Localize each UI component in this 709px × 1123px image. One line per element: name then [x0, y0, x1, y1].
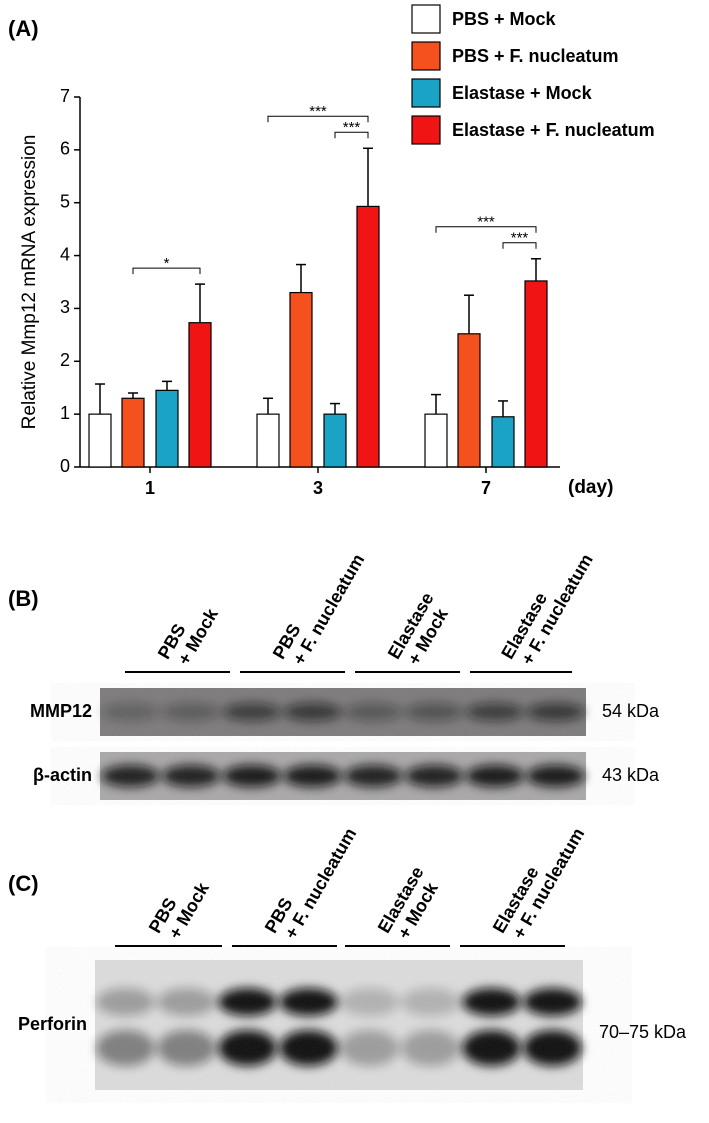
y-tick-label: 6: [60, 139, 70, 159]
legend-label: PBS + Mock: [452, 9, 557, 29]
y-tick-label: 5: [60, 191, 70, 211]
row-size: 70–75 kDa: [599, 1022, 687, 1042]
y-axis-title: Relative Mmp12 mRNA expression: [19, 135, 40, 430]
bar: [323, 413, 347, 468]
x-tick-label: 3: [313, 478, 323, 498]
significance-bracket: [435, 226, 537, 233]
significance-bracket: [334, 131, 369, 139]
significance-label: ***: [511, 230, 529, 247]
row-size: 54 kDa: [602, 701, 660, 721]
significance-bracket: [502, 242, 537, 249]
blot-noise: [100, 688, 586, 736]
bar: [188, 322, 212, 468]
row-label: MMP12: [30, 701, 92, 721]
legend-swatch: [411, 78, 441, 108]
bar: [256, 413, 280, 468]
significance-label: ***: [477, 214, 495, 231]
bar: [457, 333, 481, 468]
x-tick-label: 1: [145, 478, 155, 498]
blot-noise: [100, 752, 586, 800]
legend-swatch: [411, 115, 441, 145]
bar: [88, 413, 112, 468]
bar: [289, 291, 313, 468]
legend-label: PBS + F. nucleatum: [452, 46, 619, 66]
bar: [524, 280, 548, 468]
legend-swatch: [411, 41, 441, 71]
y-tick-label: 7: [60, 86, 70, 106]
panel-label: (B): [8, 586, 39, 611]
blot-noise: [95, 960, 583, 1090]
bar: [356, 205, 380, 468]
lane-label: + F. nucleatum: [281, 825, 361, 943]
significance-label: ***: [343, 119, 361, 136]
legend-swatch: [411, 4, 441, 34]
panel-label: (C): [8, 871, 39, 896]
y-tick-label: 3: [60, 297, 70, 317]
row-size: 43 kDa: [602, 765, 660, 785]
significance-label: ***: [309, 103, 327, 120]
y-tick-label: 4: [60, 244, 70, 264]
significance-bracket: [267, 115, 369, 123]
bar: [424, 413, 448, 468]
x-axis-unit: (day): [568, 477, 613, 498]
lane-label: + F. nucleatum: [289, 551, 369, 669]
significance-bracket: [132, 267, 201, 275]
bar: [121, 397, 145, 468]
row-label: Perforin: [18, 1014, 87, 1034]
row-label: β-actin: [33, 765, 92, 785]
legend-label: Elastase + F. nucleatum: [452, 120, 655, 140]
bar: [491, 416, 515, 468]
panel-label: (A): [8, 16, 39, 41]
legend-label: Elastase + Mock: [452, 83, 593, 103]
x-tick-label: 7: [481, 478, 491, 498]
bar: [155, 389, 179, 468]
y-tick-label: 1: [60, 403, 70, 423]
significance-label: *: [164, 255, 170, 272]
y-tick-label: 2: [60, 350, 70, 370]
y-tick-label: 0: [60, 456, 70, 476]
